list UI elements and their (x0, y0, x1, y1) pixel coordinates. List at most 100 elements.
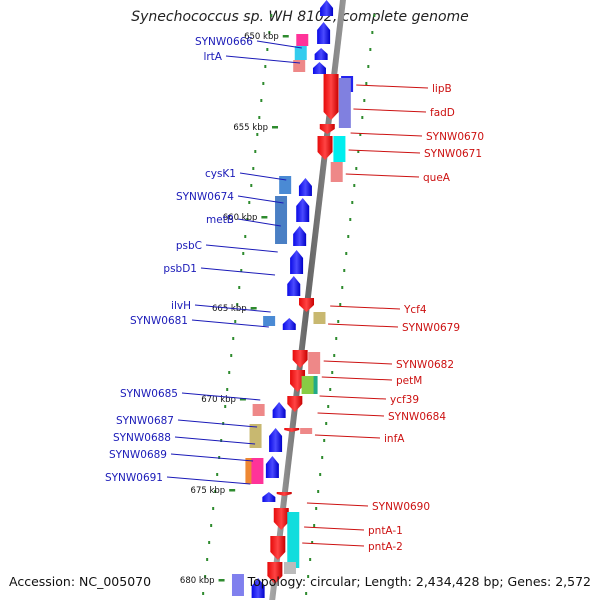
leader-line (317, 412, 385, 417)
tick-mark (218, 579, 225, 582)
forward-gene-arrow (298, 178, 312, 196)
outer-gene-block (300, 428, 313, 434)
scale-dot (311, 541, 314, 544)
scale-dot (317, 490, 320, 493)
leader-line (181, 392, 261, 401)
gene-label-right: SYNW0671 (424, 148, 482, 160)
reverse-gene-arrow (292, 350, 308, 368)
gene-label-left: SYNW0674 (176, 191, 234, 203)
outer-gene-block (283, 562, 296, 574)
scale-dot (254, 150, 257, 153)
tick-mark (272, 126, 279, 129)
scale-dot (307, 575, 310, 578)
scale-dot (373, 14, 376, 17)
leader-line (302, 542, 365, 547)
forward-gene-arrow (272, 402, 286, 418)
scale-dot (369, 48, 372, 51)
scale-dot (230, 354, 233, 357)
scale-dot (367, 65, 370, 68)
leader-line (237, 218, 281, 227)
scale-dot (210, 524, 213, 527)
tick-mark (229, 489, 236, 492)
forward-gene-arrow (287, 276, 301, 296)
leader-line (353, 108, 427, 113)
reverse-gene-arrow (317, 136, 333, 160)
gene-label-right: Ycf4 (403, 304, 427, 316)
gene-label-right: SYNW0670 (426, 131, 484, 143)
scale-dot (226, 388, 229, 391)
gene-label-left: metB (206, 214, 234, 226)
scale-dot (228, 371, 231, 374)
scale-dot (337, 320, 340, 323)
outer-gene-block (338, 78, 351, 128)
reverse-gene-arrow (299, 298, 315, 312)
scale-dot (319, 473, 322, 476)
reverse-gene-arrow (284, 428, 300, 432)
outer-gene-block (294, 46, 307, 60)
scale-dot (371, 31, 374, 34)
scale-dot (353, 184, 356, 187)
gene-label-left: SYNW0685 (120, 388, 178, 400)
tick-mark (282, 35, 289, 38)
scale-dot (240, 269, 243, 272)
scale-dot (252, 167, 255, 170)
gene-label-right: petM (396, 375, 422, 387)
scale-dot (262, 82, 265, 85)
scale-dot (305, 592, 308, 595)
forward-gene-arrow (251, 578, 265, 598)
reverse-gene-arrow (276, 492, 292, 496)
leader-line (177, 419, 258, 428)
leader-line (323, 360, 393, 365)
gene-label-right: SYNW0682 (396, 359, 454, 371)
leader-line (304, 526, 365, 531)
gene-label-left: SYNW0689 (109, 449, 167, 461)
scale-dot (242, 252, 245, 255)
gene-label-right: infA (384, 433, 405, 445)
forward-gene-arrow (320, 0, 334, 16)
leader-line (225, 55, 301, 64)
gene-label-right: pntA-2 (368, 541, 403, 553)
scale-dot (206, 558, 209, 561)
gene-label-right: lipB (432, 83, 452, 95)
outer-gene-block (333, 136, 346, 162)
scale-dot (260, 99, 263, 102)
scale-dot (333, 354, 336, 357)
scale-dot (325, 422, 328, 425)
scale-dot (331, 371, 334, 374)
tick-label: 680 kbp (180, 576, 215, 586)
genome-summary-label: Topology: circular; Length: 2,434,428 bp… (247, 574, 591, 589)
scale-dot (268, 31, 271, 34)
gene-label-left: SYNW0691 (105, 472, 163, 484)
scale-dot (246, 218, 249, 221)
reverse-gene-arrow (273, 508, 289, 530)
scale-dot (355, 167, 358, 170)
scale-dot (361, 116, 364, 119)
scale-dot (321, 456, 324, 459)
tick-mark (261, 216, 268, 219)
scale-dot (365, 82, 368, 85)
scale-dot (347, 235, 350, 238)
leader-line (328, 323, 399, 328)
outer-gene-block (279, 176, 292, 194)
outer-gene-block (249, 424, 262, 448)
gene-label-right: pntA-1 (368, 525, 403, 537)
scale-dot (363, 99, 366, 102)
scale-dot (256, 133, 259, 136)
scale-dot (309, 558, 312, 561)
scale-dot (218, 456, 221, 459)
scale-dot (244, 235, 247, 238)
leader-line (191, 319, 269, 328)
scale-dot (236, 303, 239, 306)
forward-gene-arrow (269, 428, 283, 452)
forward-gene-arrow (265, 456, 279, 478)
forward-gene-arrow (282, 318, 296, 330)
outer-gene-block (287, 512, 300, 568)
gene-label-right: queA (423, 172, 451, 184)
leader-line (321, 376, 393, 381)
forward-gene-arrow (290, 250, 304, 274)
scale-dot (351, 201, 354, 204)
outer-gene-block (252, 404, 265, 416)
reverse-gene-arrow (267, 562, 283, 584)
scale-dot (341, 286, 344, 289)
leader-line (314, 434, 381, 439)
